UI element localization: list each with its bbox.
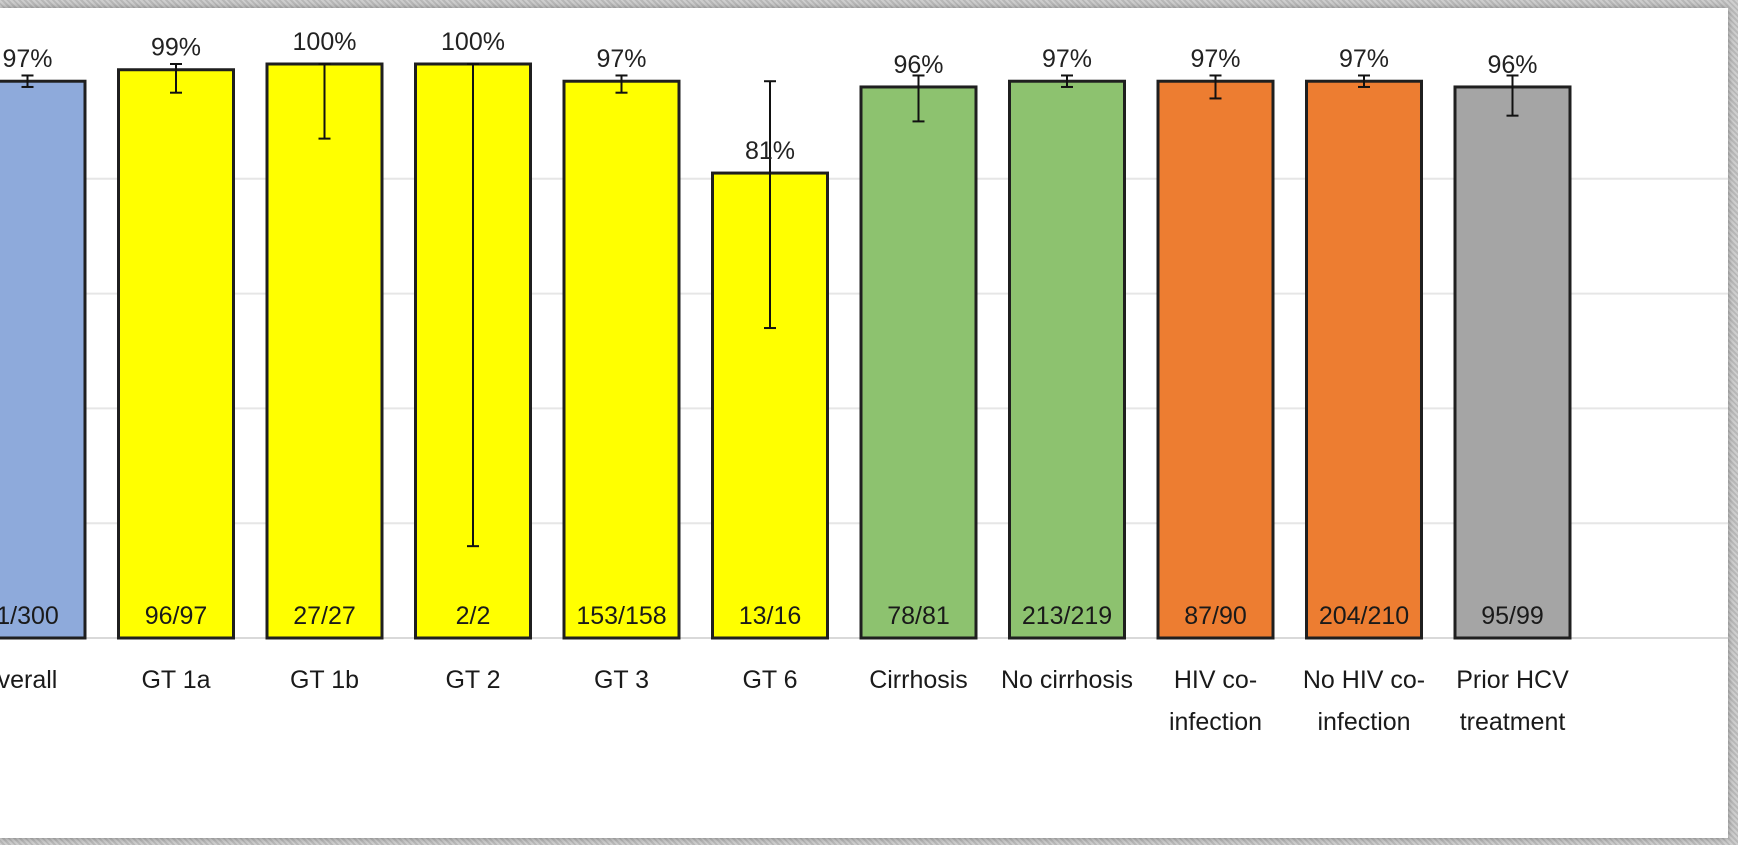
count-label: 96/97 [145,602,208,630]
bar [562,79,681,640]
error-bars [21,63,1519,548]
tick-label: verall [0,666,57,694]
bars [0,62,1572,640]
chart-panel: 97% 1/300 verall 99% 96/97 GT 1a 100% 27/27 GT 1… [0,8,1728,838]
tick-label: GT 1a [141,666,210,694]
data-label: 97% [2,45,52,73]
bar [1453,85,1572,640]
count-label: 27/27 [293,602,356,630]
data-label: 97% [1339,45,1389,73]
bar [1008,79,1126,640]
data-label: 81% [745,137,795,165]
count-label: 95/99 [1481,602,1544,630]
tick-label: Prior HCV treatment [1456,666,1569,736]
count-label: 13/16 [739,602,802,630]
count-label: 213/219 [1022,602,1112,630]
tick-label: Cirrhosis [869,666,968,694]
bar [1305,79,1423,640]
data-label: 100% [293,28,357,56]
tick-label: GT 6 [742,666,797,694]
data-label: 96% [893,51,943,79]
tick-label: GT 3 [594,666,649,694]
bar [265,62,384,640]
data-label: 100% [441,28,505,56]
data-label: 97% [1042,45,1092,73]
data-label: 96% [1487,51,1537,79]
count-label: 87/90 [1184,602,1247,630]
count-label: 153/158 [576,602,666,630]
bar [117,68,235,640]
count-label: 2/2 [456,602,491,630]
tick-label: HIV co-infection [1169,666,1262,736]
tick-label: No cirrhosis [1001,666,1133,694]
data-label: 97% [596,45,646,73]
data-label: 97% [1190,45,1240,73]
count-label: 204/210 [1319,602,1409,630]
tick-label: No HIV co-infection [1303,666,1425,736]
count-label: 78/81 [887,602,950,630]
bar [859,85,978,640]
count-label: 1/300 [0,602,59,630]
bar [0,79,87,640]
tick-label: GT 2 [445,666,500,694]
bar-chart: 97% 1/300 verall 99% 96/97 GT 1a 100% 27/27 GT 1… [0,28,1728,736]
data-label: 99% [151,34,201,62]
labels: 97% 1/300 verall 99% 96/97 GT 1a 100% 27/27 GT 1… [0,28,1569,736]
bar [1156,79,1275,640]
tick-label: GT 1b [290,666,359,694]
